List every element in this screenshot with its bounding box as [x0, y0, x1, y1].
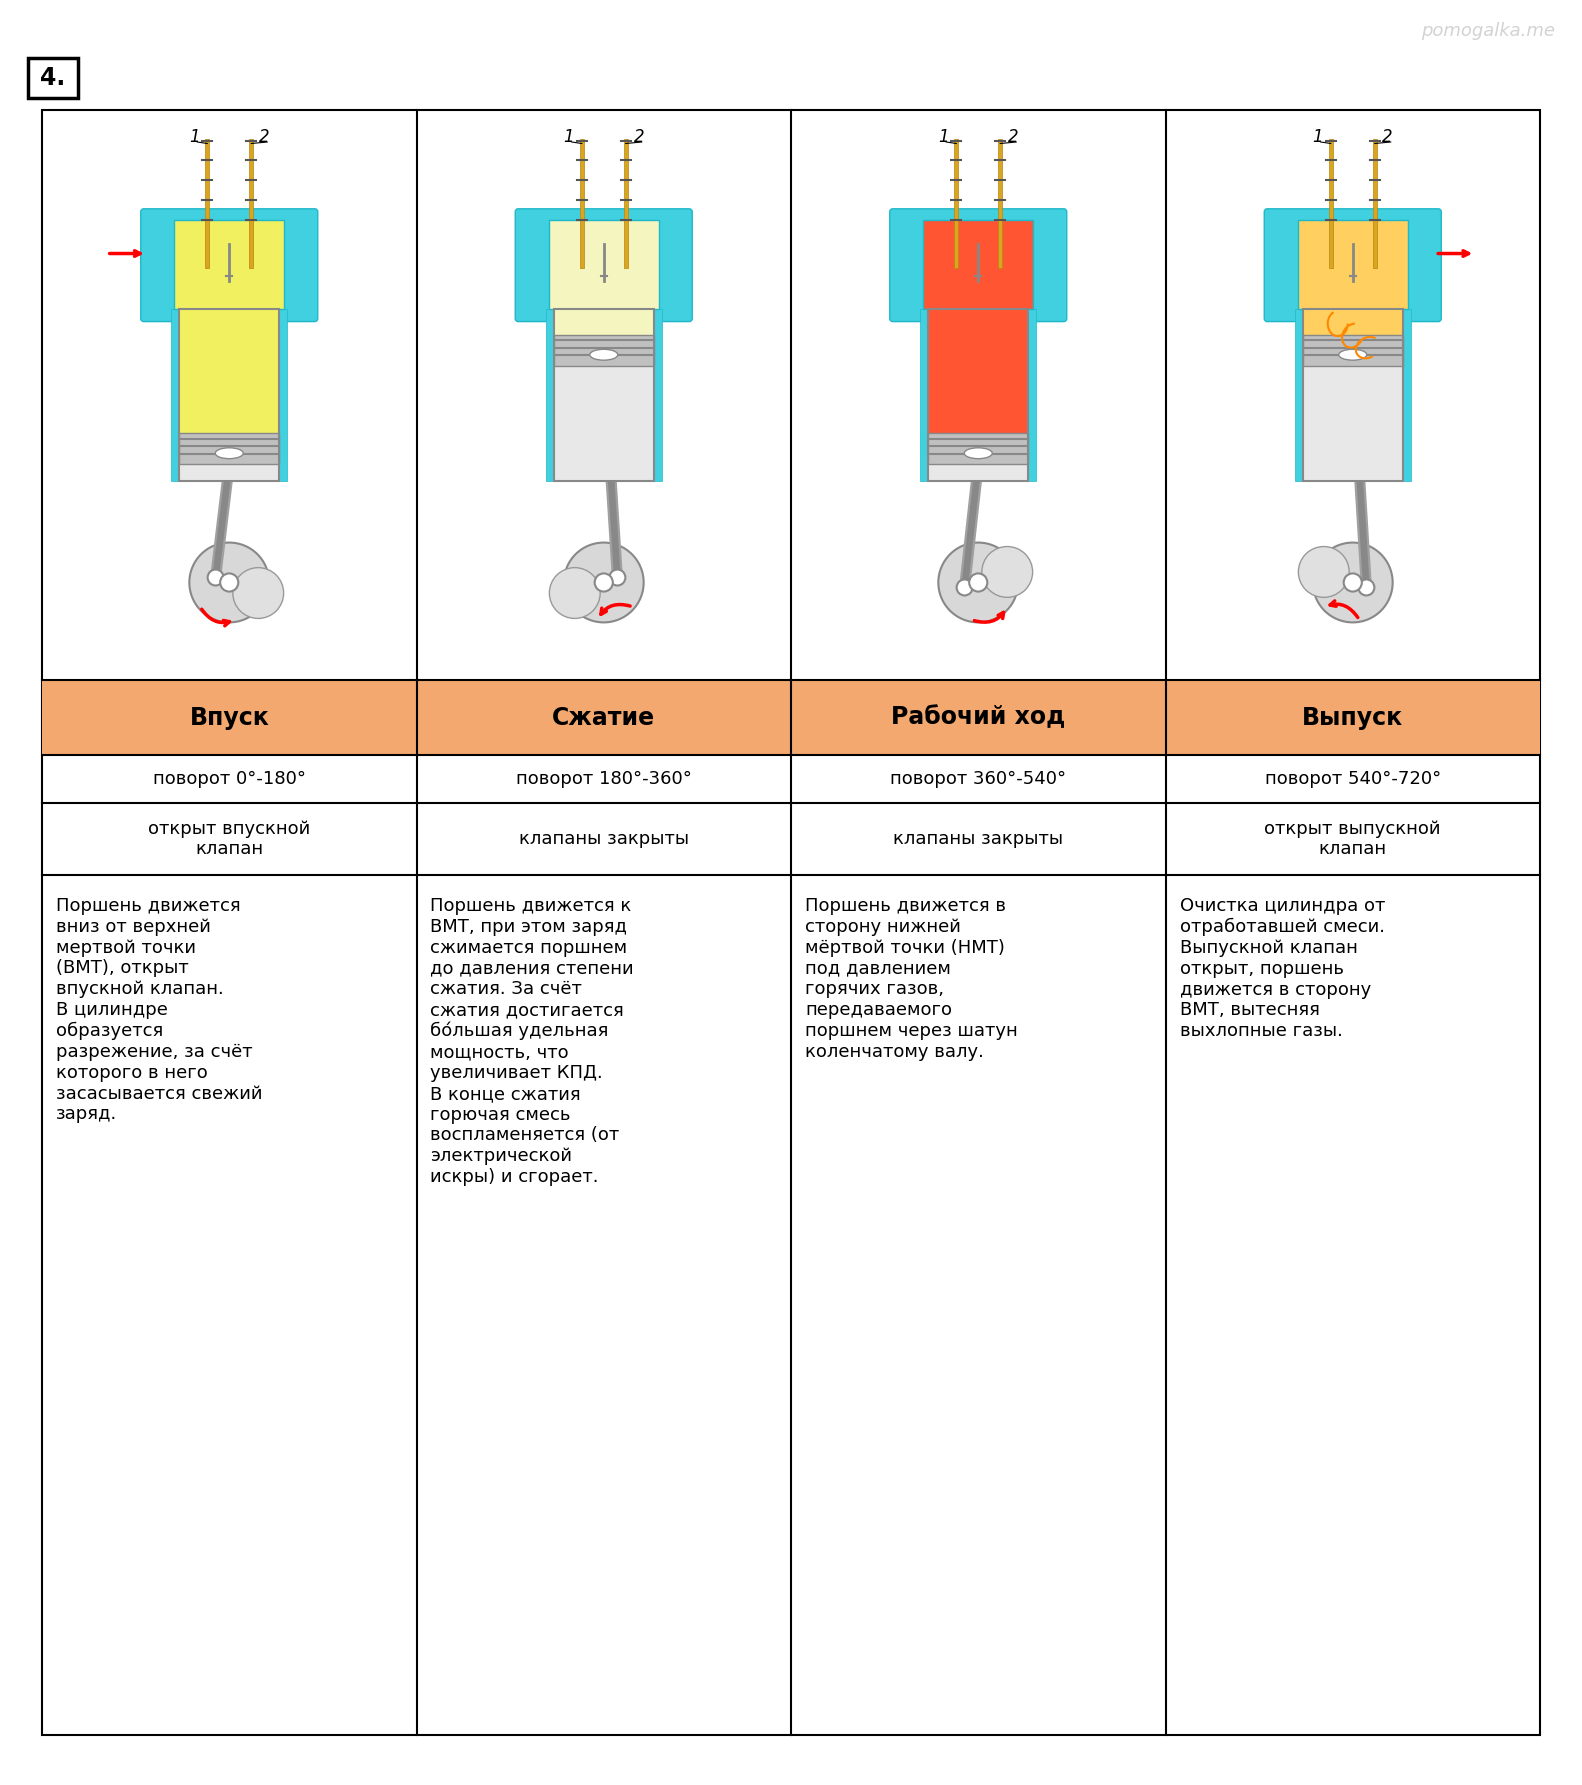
- FancyBboxPatch shape: [179, 464, 280, 482]
- Text: 1: 1: [563, 129, 574, 146]
- Circle shape: [207, 569, 223, 585]
- Text: 2: 2: [1383, 129, 1394, 146]
- FancyBboxPatch shape: [179, 309, 280, 434]
- FancyBboxPatch shape: [1302, 309, 1403, 334]
- FancyBboxPatch shape: [924, 220, 1033, 309]
- FancyBboxPatch shape: [174, 220, 285, 309]
- FancyBboxPatch shape: [1403, 309, 1411, 482]
- Text: 2: 2: [259, 129, 269, 146]
- Text: поворот 360°-540°: поворот 360°-540°: [891, 769, 1066, 787]
- Text: поворот 540°-720°: поворот 540°-720°: [1264, 769, 1441, 787]
- FancyBboxPatch shape: [791, 680, 1166, 755]
- FancyBboxPatch shape: [929, 434, 1028, 464]
- Text: 2: 2: [633, 129, 644, 146]
- FancyBboxPatch shape: [1329, 139, 1332, 268]
- FancyBboxPatch shape: [921, 309, 929, 482]
- FancyBboxPatch shape: [998, 139, 1003, 268]
- FancyBboxPatch shape: [1302, 366, 1403, 482]
- FancyBboxPatch shape: [579, 139, 584, 268]
- Text: Поршень движется
вниз от верхней
мертвой точки
(ВМТ), открыт
впускной клапан.
В : Поршень движется вниз от верхней мертвой…: [55, 898, 263, 1123]
- Text: Поршень движется в
сторону нижней
мёртвой точки (НМТ)
под давлением
горячих газо: Поршень движется в сторону нижней мёртво…: [805, 898, 1017, 1060]
- Text: 1: 1: [1313, 129, 1323, 146]
- FancyBboxPatch shape: [889, 209, 1066, 321]
- Circle shape: [563, 543, 644, 623]
- Circle shape: [220, 573, 239, 591]
- FancyBboxPatch shape: [554, 366, 653, 482]
- Text: Рабочий ход: Рабочий ход: [891, 705, 1065, 730]
- Circle shape: [970, 573, 987, 591]
- Text: pomogalka.me: pomogalka.me: [1421, 21, 1555, 39]
- FancyBboxPatch shape: [171, 309, 179, 482]
- Circle shape: [1343, 573, 1362, 591]
- Circle shape: [549, 568, 600, 618]
- Ellipse shape: [215, 448, 244, 459]
- Ellipse shape: [590, 350, 617, 361]
- FancyBboxPatch shape: [623, 139, 628, 268]
- FancyBboxPatch shape: [1373, 139, 1376, 268]
- Text: поворот 0°-180°: поворот 0°-180°: [153, 769, 305, 787]
- Ellipse shape: [965, 448, 992, 459]
- FancyBboxPatch shape: [954, 139, 959, 268]
- FancyBboxPatch shape: [1166, 680, 1539, 755]
- FancyBboxPatch shape: [516, 209, 693, 321]
- FancyBboxPatch shape: [28, 57, 78, 98]
- FancyBboxPatch shape: [416, 680, 791, 755]
- FancyBboxPatch shape: [1264, 209, 1441, 321]
- Circle shape: [609, 569, 625, 585]
- FancyBboxPatch shape: [653, 309, 661, 482]
- Circle shape: [233, 568, 283, 618]
- FancyBboxPatch shape: [43, 680, 416, 755]
- FancyBboxPatch shape: [554, 309, 653, 334]
- Ellipse shape: [1338, 350, 1367, 361]
- FancyBboxPatch shape: [929, 464, 1028, 482]
- Circle shape: [982, 546, 1033, 598]
- Text: Сжатие: Сжатие: [552, 705, 655, 730]
- FancyBboxPatch shape: [179, 434, 280, 464]
- Text: открыт выпускной
клапан: открыт выпускной клапан: [1264, 819, 1441, 859]
- FancyBboxPatch shape: [1294, 309, 1302, 482]
- Text: 1: 1: [188, 129, 199, 146]
- Text: 4.: 4.: [41, 66, 65, 89]
- Text: Впуск: Впуск: [190, 705, 269, 730]
- FancyBboxPatch shape: [43, 111, 1539, 1735]
- Text: клапаны закрыты: клапаны закрыты: [894, 830, 1063, 848]
- FancyBboxPatch shape: [1028, 309, 1036, 482]
- FancyBboxPatch shape: [141, 209, 318, 321]
- Text: 2: 2: [1008, 129, 1019, 146]
- FancyBboxPatch shape: [206, 139, 209, 268]
- Circle shape: [190, 543, 269, 623]
- FancyBboxPatch shape: [280, 309, 288, 482]
- FancyBboxPatch shape: [929, 309, 1028, 434]
- Text: клапаны закрыты: клапаны закрыты: [519, 830, 688, 848]
- Circle shape: [1313, 543, 1392, 623]
- FancyBboxPatch shape: [549, 220, 658, 309]
- Circle shape: [957, 580, 973, 596]
- FancyBboxPatch shape: [1297, 220, 1408, 309]
- Circle shape: [1299, 546, 1349, 598]
- Text: Очистка цилиндра от
отработавшей смеси.
Выпускной клапан
открыт, поршень
движетс: Очистка цилиндра от отработавшей смеси. …: [1180, 898, 1384, 1041]
- FancyBboxPatch shape: [1302, 334, 1403, 366]
- Text: Выпуск: Выпуск: [1302, 705, 1403, 730]
- Circle shape: [938, 543, 1019, 623]
- FancyBboxPatch shape: [546, 309, 554, 482]
- Circle shape: [595, 573, 612, 591]
- Text: поворот 180°-360°: поворот 180°-360°: [516, 769, 691, 787]
- Text: 1: 1: [938, 129, 949, 146]
- Text: открыт впускной
клапан: открыт впускной клапан: [149, 819, 310, 859]
- FancyBboxPatch shape: [250, 139, 253, 268]
- Circle shape: [1359, 580, 1375, 596]
- Text: Поршень движется к
ВМТ, при этом заряд
сжимается поршнем
до давления степени
сжа: Поршень движется к ВМТ, при этом заряд с…: [430, 898, 634, 1185]
- FancyBboxPatch shape: [554, 334, 653, 366]
